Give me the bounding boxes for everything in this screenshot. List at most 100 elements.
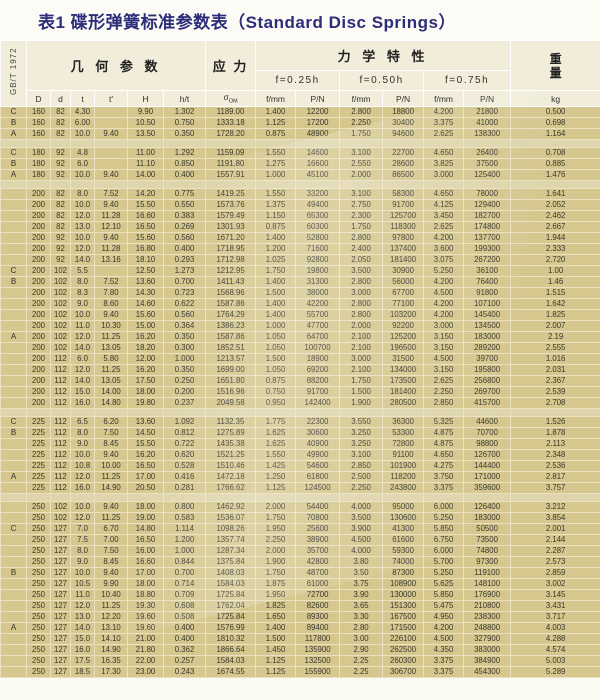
- value-cell: 82600: [295, 600, 341, 612]
- value-cell: 144400: [463, 460, 512, 472]
- value-cell: 16.80: [127, 243, 164, 255]
- value-cell: 1568.96: [205, 287, 257, 299]
- value-cell: 48900: [295, 128, 341, 140]
- value-cell: 89300: [295, 611, 341, 623]
- value-cell: 1557.91: [205, 169, 257, 181]
- value-cell: 59300: [382, 545, 425, 557]
- separator-row: [0, 139, 600, 148]
- value-cell: 38900: [295, 534, 341, 546]
- value-cell: 3.750: [423, 471, 465, 483]
- value-cell: 1472.18: [205, 471, 257, 483]
- value-cell: 1.625: [255, 438, 297, 450]
- value-cell: 112: [50, 416, 71, 428]
- col-header-f-mm-2: f/mm: [339, 90, 384, 107]
- value-cell: 200: [26, 254, 51, 266]
- value-cell: 7.50: [94, 427, 128, 439]
- table-row: A 160 82 10.0 9.40 13.50 0.350 1728.20 0.875 4890…: [0, 128, 600, 140]
- value-cell: 130000: [382, 589, 425, 601]
- value-cell: 5.289: [510, 666, 600, 678]
- value-cell: 7.0: [70, 523, 95, 535]
- value-cell: 14.10: [94, 633, 128, 645]
- value-cell: 2.708: [510, 397, 600, 409]
- value-cell: 102: [50, 309, 71, 321]
- value-cell: 0.281: [162, 482, 207, 494]
- value-cell: 0.875: [255, 128, 297, 140]
- value-cell: 52800: [295, 232, 341, 244]
- value-cell: 2.573: [510, 556, 600, 568]
- value-cell: 0.508: [162, 611, 207, 623]
- value-cell: 1.250: [255, 471, 297, 483]
- table-row: 225 112 9.0 8.45 15.50 0.722 1435.38 1.625 40900…: [0, 438, 600, 450]
- series-label-cell: C: [0, 147, 27, 159]
- table-row: A 250 127 14.0 13.10 19.60 0.400 1576.99 1.400 89…: [0, 622, 600, 634]
- value-cell: 11.25: [94, 331, 128, 343]
- value-cell: 86500: [382, 169, 425, 181]
- value-cell: 200: [26, 298, 51, 310]
- value-cell: 3.65: [339, 600, 384, 612]
- value-cell: 4.8: [70, 147, 95, 159]
- value-cell: 3.757: [510, 482, 600, 494]
- series-label-cell: [0, 512, 27, 524]
- value-cell: 14.60: [127, 298, 164, 310]
- series-label-cell: [0, 386, 27, 398]
- value-cell: 6.000: [423, 501, 465, 513]
- value-cell: 10.0: [70, 199, 95, 211]
- value-cell: 11.25: [94, 471, 128, 483]
- value-cell: 65300: [295, 210, 341, 222]
- value-cell: 1.025: [255, 254, 297, 266]
- value-cell: 112: [50, 364, 71, 376]
- value-cell: 108900: [382, 578, 425, 590]
- series-label-cell: C: [0, 416, 27, 428]
- value-cell: 4.500: [339, 534, 384, 546]
- value-cell: 1.642: [510, 298, 600, 310]
- value-cell: 454300: [463, 666, 512, 678]
- value-cell: 0.608: [162, 600, 207, 612]
- value-cell: 19800: [295, 265, 341, 277]
- value-cell: 2.536: [510, 460, 600, 472]
- value-cell: 2.050: [339, 254, 384, 266]
- value-cell: 1764.29: [205, 309, 257, 321]
- separator-cell: [205, 180, 257, 189]
- value-cell: 18900: [295, 353, 341, 365]
- series-label-cell: B: [0, 567, 27, 579]
- value-cell: 112: [50, 375, 71, 387]
- value-cell: [94, 265, 128, 277]
- value-cell: 36100: [463, 265, 512, 277]
- value-cell: 10.50: [127, 117, 164, 129]
- value-cell: 12.0: [70, 243, 95, 255]
- value-cell: 10.0: [70, 567, 95, 579]
- value-cell: 9.0: [70, 438, 95, 450]
- series-label-cell: [0, 210, 27, 222]
- value-cell: 13.05: [94, 342, 128, 354]
- separator-cell: [26, 408, 51, 417]
- value-cell: 10.30: [94, 320, 128, 332]
- value-cell: 17200: [295, 117, 341, 129]
- value-cell: 0.257: [162, 655, 207, 667]
- f-level-025: f=0.25h: [255, 70, 341, 91]
- value-cell: 70700: [463, 427, 512, 439]
- table-row: 250 102 12.0 11.25 19.00 0.583 1536.07 1.750 708…: [0, 512, 600, 524]
- value-cell: 3.100: [339, 188, 384, 200]
- value-cell: 3.250: [339, 427, 384, 439]
- value-cell: 17.00: [127, 471, 164, 483]
- value-cell: 10.8: [70, 460, 95, 472]
- value-cell: 9.40: [94, 449, 128, 461]
- value-cell: 82: [50, 210, 71, 222]
- standard-code-cell: GB/T 1972: [0, 40, 27, 107]
- value-cell: 127: [50, 567, 71, 579]
- value-cell: 3.825: [423, 158, 465, 170]
- value-cell: 14.90: [94, 644, 128, 656]
- series-label-cell: [0, 644, 27, 656]
- value-cell: 4.200: [423, 276, 465, 288]
- value-cell: 1516.96: [205, 386, 257, 398]
- value-cell: 91100: [382, 449, 425, 461]
- value-cell: 1852.51: [205, 342, 257, 354]
- value-cell: 0.243: [162, 666, 207, 678]
- value-cell: 1573.76: [205, 199, 257, 211]
- table-row: 200 102 8.3 7.80 14.30 0.723 1568.96 1.500 38000…: [0, 287, 600, 299]
- value-cell: 7.5: [70, 534, 95, 546]
- value-cell: 0.200: [162, 386, 207, 398]
- value-cell: 2.850: [339, 460, 384, 472]
- value-cell: 55700: [295, 309, 341, 321]
- separator-cell: [94, 408, 128, 417]
